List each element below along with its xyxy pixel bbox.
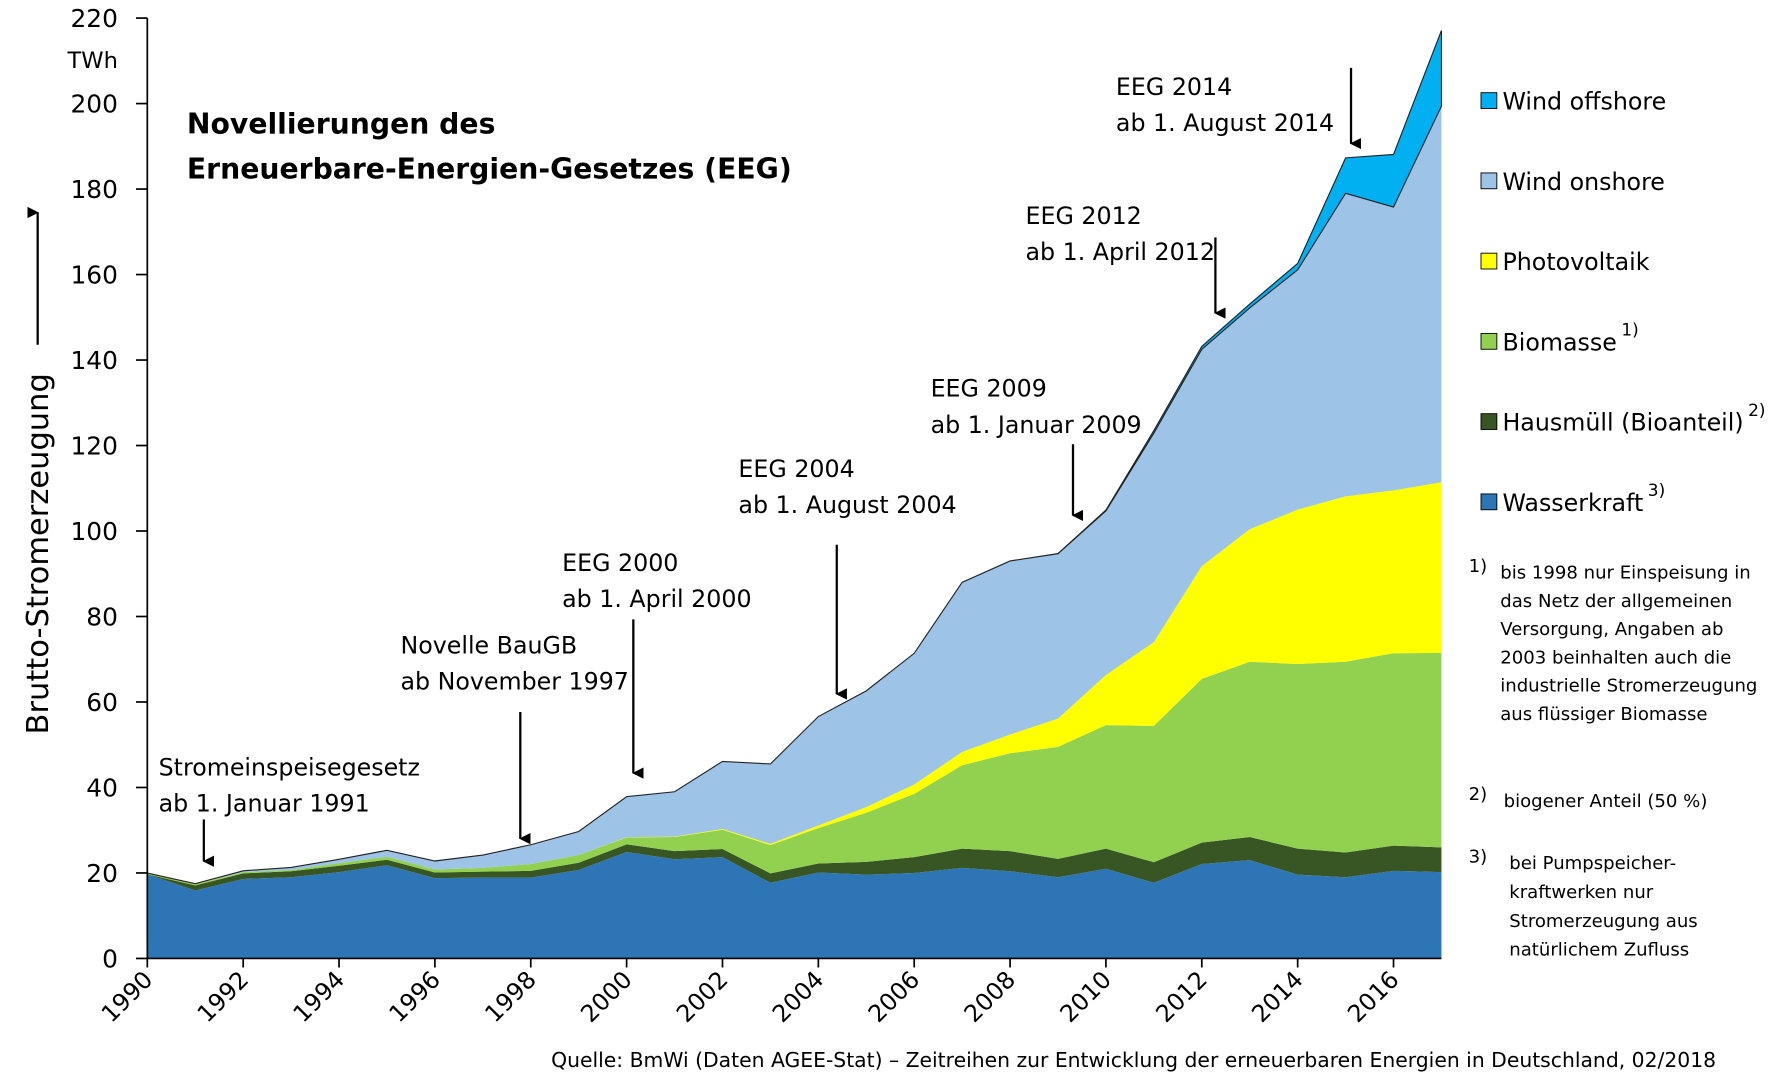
annotation: ab 1. August 2004: [738, 491, 956, 519]
y-tick-label: 180: [70, 175, 117, 204]
annotation: EEG 2004: [738, 455, 854, 483]
source: Quelle: BmWi (Daten AGEE-Stat) – Zeitrei…: [551, 1048, 1716, 1072]
footnote: das Netz der allgemeinen: [1500, 591, 1732, 612]
footnote: biogener Anteil (50 %): [1504, 791, 1708, 812]
legend-note: 3): [1648, 480, 1665, 500]
annotation: EEG 2009: [931, 375, 1047, 403]
y-tick-label: 140: [70, 346, 117, 375]
x-tick-label: 1990: [96, 966, 158, 1028]
annotation: EEG 2014: [1116, 73, 1232, 101]
y-tick-label: 220: [70, 4, 117, 33]
legend-label: Wasserkraft: [1502, 489, 1643, 517]
x-tick-label: 2002: [671, 966, 733, 1028]
legend-swatch: [1480, 92, 1498, 109]
legend-swatch: [1480, 493, 1498, 511]
y-unit: TWh: [66, 48, 117, 74]
legend-label: Biomasse: [1502, 328, 1616, 356]
y-tick-label: 40: [86, 774, 118, 803]
y-tick-label: 80: [86, 603, 118, 632]
footnote: natürlichem Zufluss: [1509, 940, 1689, 961]
legend-label: Wind onshore: [1502, 168, 1664, 196]
legend-label: Photovoltaik: [1502, 248, 1649, 276]
annotation: ab 1. Januar 1991: [159, 790, 370, 818]
annotation: ab 1. April 2000: [562, 585, 751, 613]
annotation: Stromeinspeisegesetz: [159, 753, 420, 781]
area: [147, 837, 1442, 891]
y-tick-label: 160: [70, 261, 117, 290]
x-tick-label: 1996: [383, 966, 445, 1028]
footnote-mark: 1): [1469, 556, 1488, 577]
annotation: EEG 2000: [562, 549, 678, 577]
y-tick-label: 120: [70, 432, 117, 461]
x-tick-label: 2012: [1150, 966, 1212, 1028]
x-tick-label: 2014: [1246, 966, 1308, 1028]
footnote: Versorgung, Angaben ab: [1500, 619, 1723, 640]
y-axis-label: Brutto-Stromerzeugung: [21, 373, 56, 734]
chart-title: Novellierungen des: [187, 107, 496, 140]
x-tick-label: 2004: [767, 966, 829, 1028]
area: [147, 30, 1443, 885]
footnote-mark: 2): [1469, 784, 1488, 805]
y-tick-label: 200: [70, 90, 117, 119]
legend-swatch: [1480, 332, 1498, 350]
y-tick-label: 20: [86, 859, 118, 888]
footnote: Stromerzeugung aus: [1509, 911, 1697, 932]
legend-label: Hausmüll (Bioanteil): [1502, 409, 1743, 437]
legend-swatch: [1480, 172, 1498, 190]
annotation: ab 1. Januar 2009: [931, 411, 1142, 439]
chart-title: Erneuerbare-Energien-Gesetzes (EEG): [187, 153, 792, 186]
x-tick-label: 1998: [479, 966, 541, 1028]
footnote-mark: 3): [1469, 846, 1488, 867]
legend-swatch: [1480, 252, 1498, 270]
annotation: ab 1. August 2014: [1116, 109, 1334, 137]
footnote: bis 1998 nur Einspeisung in: [1500, 563, 1751, 584]
y-tick-label: 60: [86, 688, 118, 717]
y-tick-label: 100: [70, 517, 117, 546]
area: [147, 482, 1442, 885]
footnote: industrielle Stromerzeugung: [1500, 676, 1757, 697]
footnote: 2003 beinhalten auch die: [1500, 647, 1731, 668]
x-tick-label: 2000: [575, 966, 637, 1028]
footnote: bei Pumpspeicher-: [1509, 853, 1676, 874]
footnote: kraftwerken nur: [1509, 882, 1654, 903]
x-tick-label: 1992: [192, 966, 254, 1028]
y-tick-label: 0: [102, 944, 118, 973]
annotation: Novelle BauGB: [400, 631, 577, 659]
footnote: aus flüssiger Biomasse: [1500, 704, 1707, 725]
area: [147, 852, 1442, 959]
x-tick-label: 2008: [959, 966, 1021, 1028]
legend-label: Wind offshore: [1502, 88, 1666, 116]
x-tick-label: 2016: [1342, 966, 1404, 1028]
legend-swatch: [1480, 413, 1498, 430]
legend-note: 1): [1621, 320, 1638, 340]
annotation: ab 1. April 2012: [1026, 238, 1215, 266]
area: [147, 106, 1442, 885]
x-tick-label: 1994: [288, 966, 350, 1028]
annotation: EEG 2012: [1026, 202, 1142, 230]
x-tick-label: 2010: [1054, 966, 1116, 1028]
legend-note: 2): [1748, 400, 1765, 420]
area: [147, 652, 1442, 886]
annotation: ab November 1997: [400, 667, 628, 695]
x-tick-label: 2006: [863, 966, 925, 1028]
